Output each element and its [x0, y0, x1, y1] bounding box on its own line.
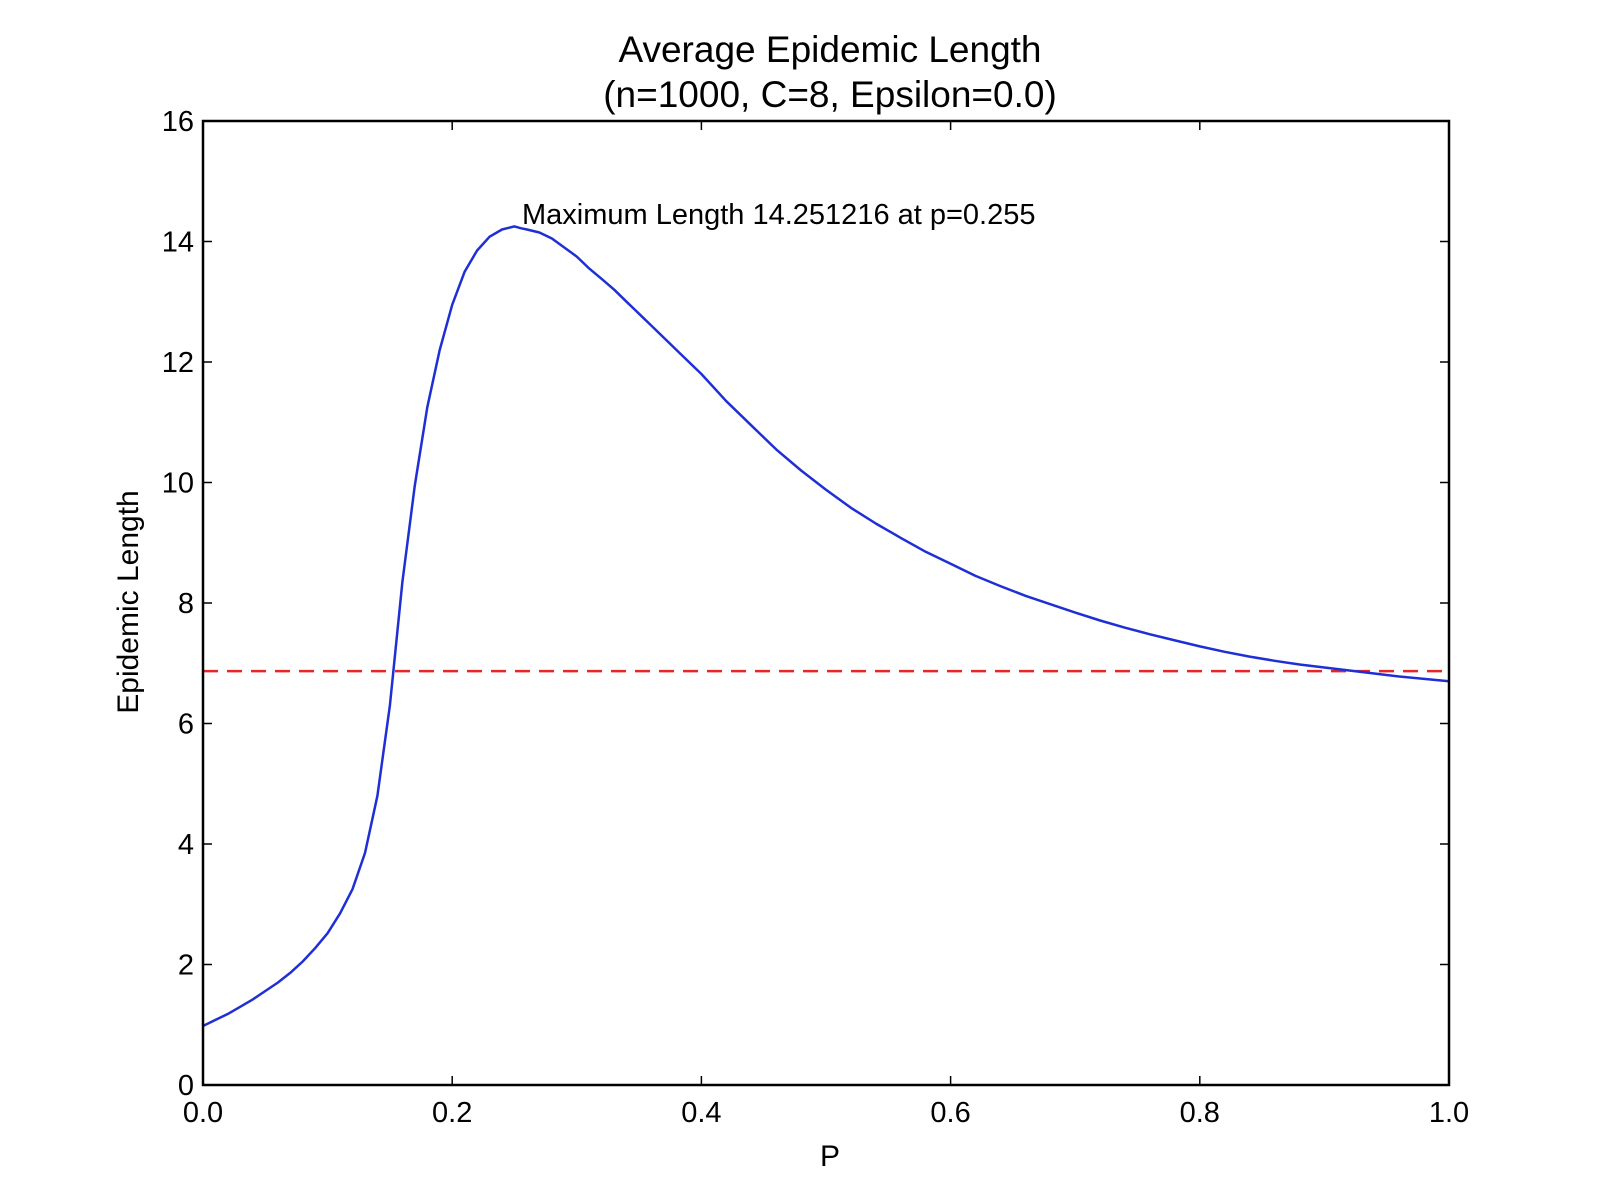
series-line — [202, 225, 1450, 1028]
y-tick-label: 0 — [178, 1070, 194, 1102]
y-axis-ticks: 0 2 4 6 8 10 12 14 16 — [162, 106, 1449, 1102]
chart-subtitle: (n=1000, C=8, Epsilon=0.0) — [603, 74, 1057, 115]
y-tick-label: 16 — [162, 106, 194, 138]
y-tick-label: 6 — [178, 709, 194, 741]
x-tick-label: 0.8 — [1180, 1097, 1220, 1129]
x-tick-label: 0.4 — [681, 1097, 721, 1129]
plot-frame — [201, 119, 1451, 1087]
x-tick-label: 0.2 — [432, 1097, 472, 1129]
x-axis-ticks: 0.0 0.2 0.4 0.6 0.8 1.0 — [183, 121, 1469, 1129]
x-tick-label: 0.0 — [183, 1097, 223, 1129]
y-axis-label: Epidemic Length — [112, 490, 145, 713]
y-tick-label: 12 — [162, 347, 194, 379]
chart-title: Average Epidemic Length — [618, 29, 1041, 70]
y-tick-label: 8 — [178, 588, 194, 620]
y-tick-label: 14 — [162, 227, 194, 259]
x-axis-label: P — [820, 1140, 840, 1173]
x-tick-label: 1.0 — [1429, 1097, 1469, 1129]
x-tick-label: 0.6 — [930, 1097, 970, 1129]
max-length-annotation: Maximum Length 14.251216 at p=0.255 — [522, 199, 1036, 231]
y-tick-label: 10 — [162, 468, 194, 500]
y-tick-label: 2 — [178, 950, 194, 982]
y-tick-label: 4 — [178, 829, 194, 861]
